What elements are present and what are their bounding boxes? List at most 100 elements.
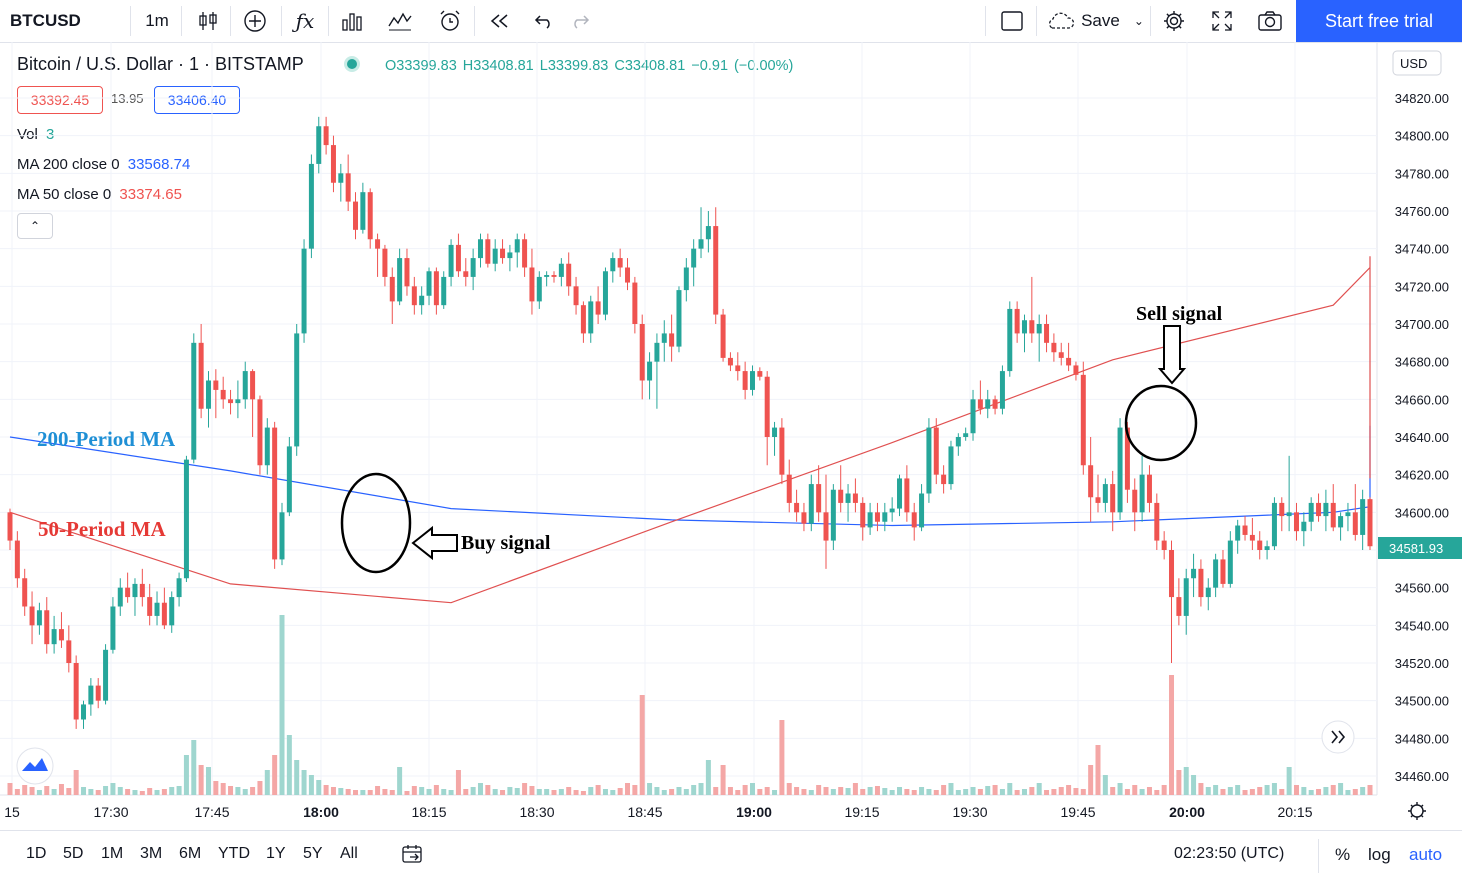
candle [1198, 559, 1204, 607]
range-5y[interactable]: 5Y [303, 845, 323, 862]
candle-body [7, 512, 13, 541]
sell-price-button[interactable]: 33392.45 [17, 86, 103, 114]
candle-body [125, 587, 131, 598]
alerts-button[interactable] [380, 0, 420, 42]
range-1y[interactable]: 1Y [266, 845, 286, 862]
fullscreen-button[interactable] [1202, 0, 1242, 42]
range-3m[interactable]: 3M [140, 845, 163, 862]
candle-body [14, 540, 20, 579]
price-chart[interactable]: 34820.00 34800.00 34780.00 34760.00 34740.00… [0, 0, 1462, 830]
layout-button[interactable] [992, 0, 1032, 42]
tradingview-logo[interactable] [16, 747, 54, 785]
volume-bar [360, 790, 366, 795]
candle-body [139, 583, 145, 598]
candle-body [1169, 550, 1175, 598]
price-axis[interactable]: 34820.00 34800.00 34780.00 34760.00 34740.00… [1395, 91, 1449, 784]
candle-body [580, 305, 586, 334]
line-chart-icon [388, 12, 412, 31]
candle [808, 474, 814, 532]
undo-icon [534, 15, 550, 29]
range-all[interactable]: All [340, 845, 358, 862]
candle [1161, 531, 1167, 560]
price-tick-label: 34620.00 [1395, 468, 1449, 483]
volume-bar [477, 783, 483, 795]
volume-bar [1014, 790, 1020, 795]
currency-selector[interactable] [1392, 50, 1442, 76]
settings-button[interactable] [1154, 0, 1194, 42]
candle-body [1338, 516, 1344, 528]
undo-button[interactable] [524, 0, 564, 42]
candle-body [360, 192, 366, 230]
candle [735, 352, 741, 381]
candle [1338, 512, 1344, 541]
redo-button[interactable] [560, 0, 600, 42]
candle [1169, 540, 1175, 663]
volume-bar [279, 615, 285, 795]
candle [661, 320, 667, 362]
axis-settings-button[interactable] [1408, 802, 1426, 820]
ma50-legend[interactable]: MA 50 close 0 33374.65 [17, 186, 182, 203]
templates-button[interactable] [333, 0, 371, 42]
candle [176, 572, 182, 607]
range-1m[interactable]: 1M [101, 845, 124, 862]
ma200-legend[interactable]: MA 200 close 0 33568.74 [17, 156, 190, 173]
candle-body [720, 314, 726, 358]
volume-bar [801, 789, 807, 795]
candle-body [970, 399, 976, 434]
candle-body [595, 301, 601, 315]
candle-body [81, 704, 87, 720]
volume-bar [602, 789, 608, 795]
candle-body [889, 508, 895, 513]
candle-body [117, 587, 123, 607]
separator [1036, 6, 1037, 36]
candle [794, 489, 800, 522]
volume-bar [463, 789, 469, 795]
snapshot-button[interactable] [1250, 0, 1290, 42]
candle-body [183, 459, 189, 579]
candle-body [1044, 324, 1050, 343]
range-ytd[interactable]: YTD [218, 845, 250, 862]
bars-icon [342, 13, 362, 31]
symbol-search-button[interactable]: BTCUSD [10, 0, 100, 42]
arrow-left-icon [411, 525, 458, 561]
range-6m[interactable]: 6M [179, 845, 202, 862]
save-button[interactable]: Save ⌄ [1042, 0, 1147, 42]
range-5d[interactable]: 5D [63, 845, 84, 862]
replay-button[interactable] [480, 0, 520, 42]
candle [1080, 361, 1086, 475]
volume-bar [1293, 785, 1299, 795]
candle-body [1139, 474, 1145, 513]
volume-bar [183, 755, 189, 795]
candle [455, 233, 461, 277]
volume-legend[interactable]: Vol 3 [17, 126, 54, 143]
start-free-trial-button[interactable]: Start free trial [1296, 0, 1462, 42]
candle [867, 502, 873, 535]
candle [522, 233, 528, 277]
range-1d[interactable]: 1D [26, 845, 47, 862]
date-range-button[interactable] [400, 843, 426, 870]
volume-bar [272, 755, 278, 795]
candle-body [301, 248, 307, 334]
volume-bar [176, 786, 182, 795]
time-axis[interactable]: 15 17:30 17:45 18:00 18:15 18:30 18:45 19:00 19:… [4, 804, 1313, 820]
candle-body [705, 226, 711, 240]
interval-button[interactable]: 1m [135, 0, 179, 42]
gear-teeth [1408, 802, 1426, 820]
volume-bar [1132, 785, 1138, 795]
log-toggle[interactable]: log [1368, 845, 1391, 864]
percent-toggle[interactable]: % [1335, 845, 1351, 864]
utc-clock[interactable]: 02:23:50 (UTC) [1174, 845, 1285, 862]
compare-button[interactable] [235, 0, 275, 42]
candle-body [1036, 324, 1042, 334]
volume-bar [1073, 788, 1079, 795]
indicators-button[interactable]: ƒx [285, 0, 325, 42]
auto-toggle[interactable]: auto [1409, 845, 1443, 864]
collapse-legend-button[interactable]: ⌃ [17, 213, 53, 239]
price-tick-label: 34540.00 [1395, 618, 1449, 633]
chart-type-button[interactable] [188, 0, 228, 42]
candle-body [757, 371, 763, 377]
ohlc-change: −0.91 (−0.00%) [691, 58, 794, 74]
ohlc-open: O33399.83 [385, 58, 457, 74]
alert-add-button[interactable] [430, 0, 470, 42]
price-tick-label: 34720.00 [1395, 279, 1449, 294]
